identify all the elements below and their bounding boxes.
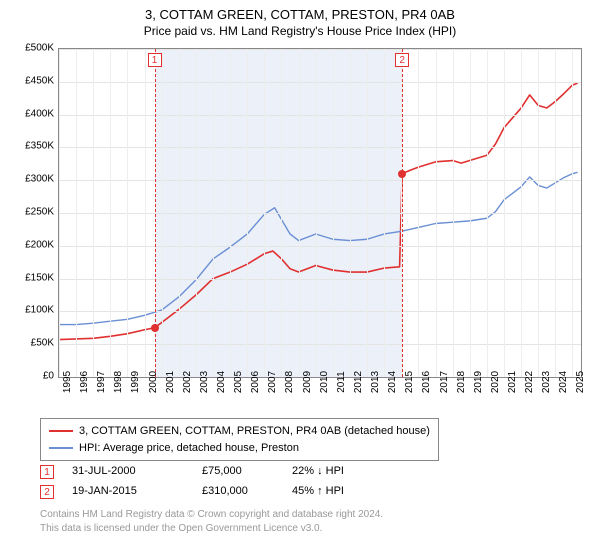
x-axis-label: 2004 [216, 371, 227, 393]
x-axis-label: 2020 [490, 371, 501, 393]
x-axis-label: 2003 [199, 371, 210, 393]
transaction-date: 31-JUL-2000 [72, 462, 202, 482]
y-axis-label: £400K [10, 108, 54, 119]
chart-title: 3, COTTAM GREEN, COTTAM, PRESTON, PR4 0A… [0, 0, 600, 24]
transaction-price: £310,000 [202, 482, 292, 502]
x-axis-label: 2022 [524, 371, 535, 393]
x-axis-label: 2009 [302, 371, 313, 393]
transaction-table: 1 31-JUL-2000 £75,000 22% ↓ HPI 2 19-JAN… [40, 462, 362, 502]
legend-swatch [49, 447, 73, 449]
transaction-row: 1 31-JUL-2000 £75,000 22% ↓ HPI [40, 462, 362, 482]
footer-attribution: Contains HM Land Registry data © Crown c… [40, 508, 383, 535]
plot-area: 12 [58, 48, 582, 378]
legend-label: HPI: Average price, detached house, Pres… [79, 440, 299, 457]
x-axis-label: 2013 [370, 371, 381, 393]
x-axis-label: 2016 [421, 371, 432, 393]
x-axis-label: 2021 [507, 371, 518, 393]
legend-item: HPI: Average price, detached house, Pres… [49, 440, 430, 457]
x-axis-label: 2024 [558, 371, 569, 393]
y-axis-label: £350K [10, 141, 54, 152]
x-axis-label: 2002 [182, 371, 193, 393]
y-axis-label: £300K [10, 174, 54, 185]
transaction-row: 2 19-JAN-2015 £310,000 45% ↑ HPI [40, 482, 362, 502]
y-axis-label: £250K [10, 207, 54, 218]
x-axis-label: 2000 [148, 371, 159, 393]
x-axis-label: 2010 [319, 371, 330, 393]
x-axis-label: 2014 [387, 371, 398, 393]
x-axis-label: 1995 [62, 371, 73, 393]
legend-swatch [49, 430, 73, 432]
footer-line: Contains HM Land Registry data © Crown c… [40, 508, 383, 522]
sale-marker [151, 324, 159, 332]
x-axis-label: 2012 [353, 371, 364, 393]
legend-item: 3, COTTAM GREEN, COTTAM, PRESTON, PR4 0A… [49, 423, 430, 440]
x-axis-label: 2023 [541, 371, 552, 393]
y-axis-label: £150K [10, 272, 54, 283]
x-axis-label: 2008 [284, 371, 295, 393]
transaction-price: £75,000 [202, 462, 292, 482]
transaction-date: 19-JAN-2015 [72, 482, 202, 502]
transaction-pct: 45% ↑ HPI [292, 482, 362, 502]
event-marker-box: 1 [148, 53, 162, 67]
transaction-pct: 22% ↓ HPI [292, 462, 362, 482]
y-axis-label: £0 [10, 371, 54, 382]
x-axis-label: 2019 [473, 371, 484, 393]
chart-container: 3, COTTAM GREEN, COTTAM, PRESTON, PR4 0A… [0, 0, 600, 560]
x-axis-label: 2001 [165, 371, 176, 393]
legend: 3, COTTAM GREEN, COTTAM, PRESTON, PR4 0A… [40, 418, 439, 461]
x-axis-label: 1998 [113, 371, 124, 393]
x-axis-label: 1999 [130, 371, 141, 393]
chart-area: 12 £0£50K£100K£150K£200K£250K£300K£350K£… [10, 48, 590, 408]
event-marker-box: 2 [395, 53, 409, 67]
x-axis-label: 2006 [250, 371, 261, 393]
y-axis-label: £450K [10, 75, 54, 86]
y-axis-label: £100K [10, 305, 54, 316]
sale-marker [398, 170, 406, 178]
footer-line: This data is licensed under the Open Gov… [40, 522, 383, 536]
x-axis-label: 2025 [575, 371, 586, 393]
x-axis-label: 1997 [96, 371, 107, 393]
x-axis-label: 2017 [439, 371, 450, 393]
legend-label: 3, COTTAM GREEN, COTTAM, PRESTON, PR4 0A… [79, 423, 430, 440]
y-axis-label: £50K [10, 338, 54, 349]
x-axis-label: 2005 [233, 371, 244, 393]
transaction-marker: 1 [40, 465, 54, 479]
x-axis-label: 1996 [79, 371, 90, 393]
chart-subtitle: Price paid vs. HM Land Registry's House … [0, 24, 600, 42]
x-axis-label: 2007 [267, 371, 278, 393]
y-axis-label: £200K [10, 239, 54, 250]
y-axis-label: £500K [10, 43, 54, 54]
transaction-marker: 2 [40, 485, 54, 499]
x-axis-label: 2018 [456, 371, 467, 393]
x-axis-label: 2015 [404, 371, 415, 393]
x-axis-label: 2011 [336, 371, 347, 393]
